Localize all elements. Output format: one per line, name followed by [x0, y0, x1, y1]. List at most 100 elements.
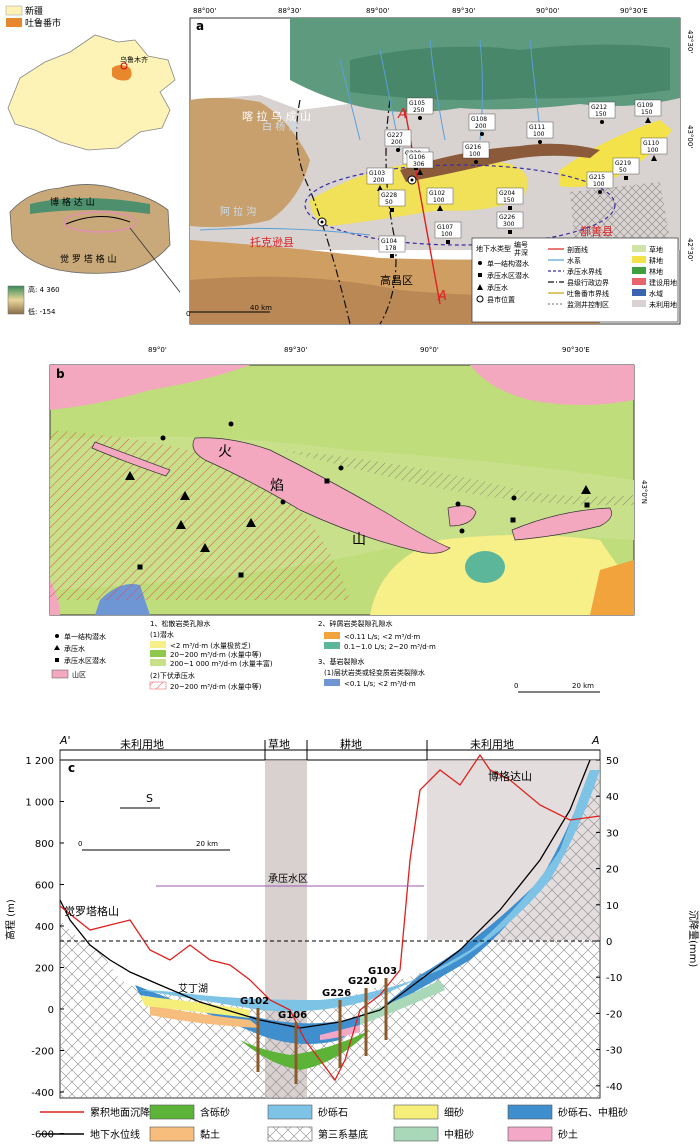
legend-swatch: [632, 289, 646, 296]
well-label-box: [384, 129, 412, 147]
ytick-left: -200: [31, 1047, 54, 1058]
legend-c-item-3: 细砂: [393, 1104, 464, 1120]
legend-a-left-label: 单一结构潜水: [487, 259, 529, 268]
bogda-terrain: [30, 198, 150, 214]
phreatic-well-icon: [480, 132, 484, 136]
legend-a-right-3: 建设用地: [632, 278, 677, 287]
ala-label: 阿 拉 沟: [220, 205, 256, 218]
legend-c-label: 中粗砂: [444, 1128, 474, 1141]
legend-depth: 井深: [514, 248, 528, 257]
legend-swatch: [267, 1104, 313, 1120]
legend-a-left-2: 承压水: [477, 283, 508, 292]
flame-mountain-island: [447, 505, 477, 527]
ytick-right: -30: [606, 1046, 622, 1057]
ytick-left: 400: [35, 922, 54, 933]
flame-char-1: 火: [218, 444, 232, 460]
legend-a-left-3: 县市位置: [476, 295, 515, 304]
legend-a-mid-5: 监测井控制区: [548, 300, 609, 309]
layer-pebbly-sand: [240, 1030, 370, 1070]
legend-a-mid-4: 吐鲁番市界线: [548, 289, 609, 298]
legend-b-sym-2: 承压水区潜水: [64, 656, 106, 665]
ylabel-right: 沉降量(mm): [687, 910, 700, 967]
legend-a-right-label: 耕地: [649, 256, 663, 265]
legend-triangle-icon: [477, 284, 483, 290]
scale-b-start: 0: [514, 682, 518, 690]
flame-mountain-west: [91, 441, 171, 477]
legend-g1-swatch-1: [150, 650, 166, 657]
well-id: G107: [437, 224, 453, 231]
ytick-left: 1 200: [25, 756, 54, 767]
lake-label: 艾丁湖: [178, 983, 208, 995]
river-network: [339, 39, 541, 151]
confined-zone-well-icon: [508, 206, 512, 210]
confined-zone-well-icon: [390, 254, 394, 258]
legend-c-item-8: 中粗砂: [393, 1126, 474, 1142]
confined-well-icon: [651, 155, 657, 161]
well-id: G102: [240, 996, 269, 1007]
scale-c-start: 0: [78, 840, 82, 848]
well-id: G226: [499, 214, 515, 221]
landuse-2: 耕地: [340, 737, 362, 751]
bogda-label: 博 格 达 山: [50, 196, 95, 208]
end-right: A: [591, 734, 600, 747]
subsidence-line: [59, 753, 601, 1082]
ytick-right: -40: [606, 1082, 622, 1093]
legend-g2-swatch-0: [324, 632, 340, 639]
well-label-box: [586, 171, 614, 189]
legend-c-label: 累积地面沉降线: [90, 1106, 160, 1119]
gaochang-seat-dot-icon: [410, 178, 414, 182]
lat-tick-0: 43°30': [686, 30, 694, 53]
north-mountains-left: [50, 365, 250, 410]
phreatic-well-icon: [228, 421, 234, 427]
well-id: G111: [529, 124, 545, 131]
legend-swatch: [149, 1126, 195, 1142]
phreatic-well-icon: [418, 116, 422, 120]
lat-tick-1: 43°00': [686, 125, 694, 148]
panel-c-letter: c: [68, 761, 75, 775]
well-depth: 100: [647, 147, 659, 154]
well-depth: 50: [619, 167, 627, 174]
well-labels: G105250G108200G227200G111100G212150G1091…: [366, 97, 668, 258]
legend-a-left-0: 单一结构潜水: [478, 259, 529, 268]
confined-zone-well-icon: [238, 572, 244, 578]
scale-c-end: 20 km: [196, 840, 218, 848]
b-lon-tick-2: 90°0': [420, 346, 439, 354]
well-depth: 150: [641, 109, 653, 116]
well-id: G216: [465, 144, 481, 151]
legend-g1-swatch-2: [150, 659, 166, 666]
well-id: G109: [637, 102, 653, 109]
well-depth: 100: [593, 181, 605, 188]
lon-tick-1: 88°30': [278, 7, 301, 15]
legend-turpan-swatch: [6, 18, 22, 27]
flame-mountains: [400, 143, 600, 182]
legend-a-mid-label: 水系: [567, 256, 581, 265]
confined-well-icon: [377, 185, 383, 191]
layer-medium-sand: [360, 980, 445, 1025]
legend-title: 地下水类型: [476, 244, 511, 253]
confined-zone-well-icon: [390, 208, 394, 212]
legend-a-right-1: 耕地: [632, 256, 663, 265]
direction-label: S: [146, 792, 153, 805]
legend-a-mid-3: 县级行政边界: [548, 278, 609, 287]
urumqi-icon: [120, 62, 128, 70]
ala-river: [199, 227, 371, 236]
legend-swatch: [632, 245, 646, 252]
ytick-left: 1 000: [25, 798, 54, 809]
well-label-box: [468, 113, 496, 131]
well-id: G227: [387, 132, 403, 139]
basin-boundary: [65, 215, 131, 225]
legend-g1-sub2-item: 20~200 m³/d·m (水量中等): [170, 682, 262, 691]
legend-seat-icon: [476, 295, 484, 303]
ytick-right: -10: [606, 973, 622, 984]
legend-g3-item: <0.1 L/s; <2 m³/d·m: [344, 680, 416, 688]
legend-mountain-swatch: [51, 669, 69, 679]
legend-c-item-0: 累积地面沉降线: [40, 1106, 160, 1119]
landuse-3: 未利用地: [470, 738, 514, 751]
lon-tick-3: 89°30': [452, 7, 475, 15]
ytick-left: -400: [31, 1088, 54, 1099]
legend-c-item-5: 地下水位线: [40, 1128, 140, 1141]
